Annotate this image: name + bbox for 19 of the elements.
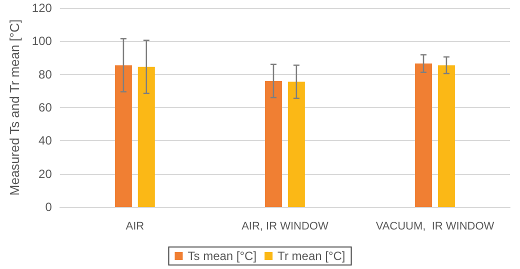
bar <box>264 80 282 207</box>
bar <box>288 82 305 207</box>
legend-label: Tr mean [°C] <box>278 249 346 263</box>
y-axis-title: Measured Ts and Tr mean [°C] <box>7 19 22 196</box>
x-tick-label: VACUUM, IR WINDOW <box>376 220 495 232</box>
y-tick-label: 40 <box>38 134 52 148</box>
x-tick-label: AIR <box>126 220 144 232</box>
bar <box>138 66 155 207</box>
bar <box>114 65 132 207</box>
y-tick-label: 60 <box>38 100 52 114</box>
bar <box>415 64 432 207</box>
legend-label: Ts mean [°C] <box>188 249 257 263</box>
bar <box>438 65 455 207</box>
y-tick-label: 80 <box>38 67 52 82</box>
y-tick-label: 100 <box>32 34 52 48</box>
y-tick-label: 120 <box>32 1 52 15</box>
y-tick-label: 0 <box>45 200 52 214</box>
y-tick-label: 20 <box>38 166 52 181</box>
x-tick-label: AIR, IR WINDOW <box>242 220 329 232</box>
